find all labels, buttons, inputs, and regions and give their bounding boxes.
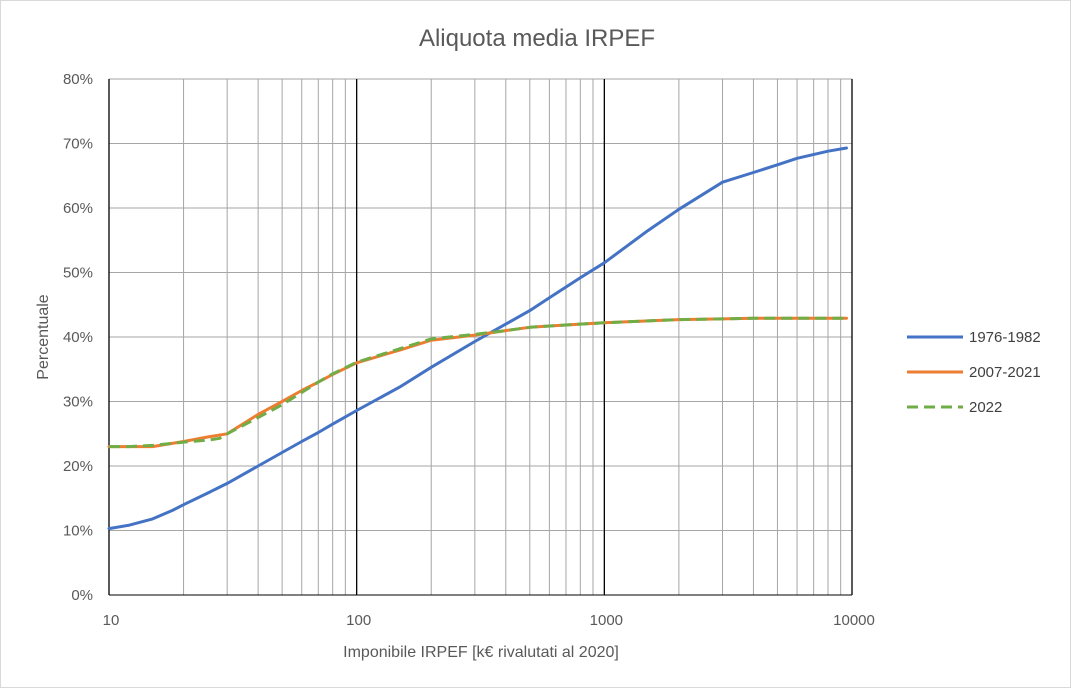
series-line-2022 — [109, 316, 847, 449]
y-tick-label: 70% — [63, 136, 93, 153]
series-line-2007-2021 — [107, 316, 848, 449]
y-tick-label: 60% — [63, 200, 93, 217]
legend-label: 1976-1982 — [969, 329, 1041, 346]
y-tick-label: 50% — [63, 265, 93, 282]
y-tick-label: 10% — [63, 523, 93, 540]
legend: 1976-1982 2007-2021 2022 — [907, 329, 1041, 416]
legend-label: 2022 — [969, 399, 1002, 416]
minor-gridlines — [109, 78, 852, 596]
x-tick-label: 10 — [103, 612, 120, 629]
y-axis-label: Percentuale — [35, 294, 52, 379]
y-tick-label: 80% — [63, 71, 93, 88]
x-tick-label: 100 — [346, 612, 371, 629]
y-tick-label: 30% — [63, 394, 93, 411]
major-gridlines — [108, 79, 853, 596]
x-axis-label: Imponibile IRPEF [k€ rivalutati al 2020] — [343, 644, 619, 661]
x-tick-label: 10000 — [833, 612, 875, 629]
chart-title: Aliquota media IRPEF — [419, 25, 655, 52]
x-tick-label: 1000 — [590, 612, 623, 629]
series-lines — [107, 146, 848, 531]
y-tick-label: 0% — [71, 587, 93, 604]
series-line-1976-1982 — [107, 146, 848, 531]
tick-labels: 0% 10% 20% 30% 40% 50% 60% 70% 80% 10 100 1000 10000 — [63, 71, 875, 629]
y-tick-label: 20% — [63, 458, 93, 475]
legend-label: 2007-2021 — [969, 364, 1041, 381]
y-tick-label: 40% — [63, 329, 93, 346]
